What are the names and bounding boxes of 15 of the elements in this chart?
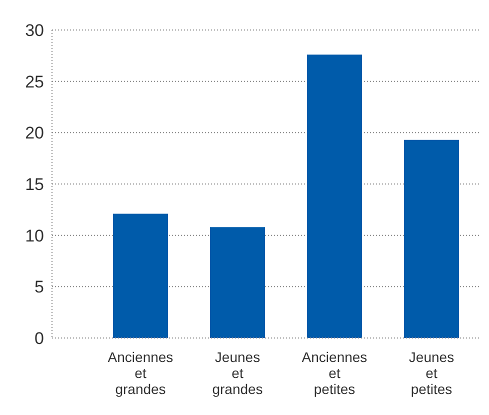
y-tick-label: 0: [34, 329, 44, 348]
x-tick-label: Anciennes et grandes: [108, 349, 174, 397]
x-tick-label: Jeunes et petites: [408, 349, 454, 397]
bar: [404, 140, 459, 338]
y-tick-label: 5: [34, 278, 44, 297]
bar: [210, 227, 265, 338]
x-tick-label: Jeunes et grandes: [212, 349, 263, 397]
y-tick-label: 30: [25, 21, 44, 40]
y-tick-label: 15: [25, 175, 44, 194]
x-tick-label: Anciennes et petites: [302, 349, 368, 397]
y-tick-label: 10: [25, 226, 44, 246]
bar: [113, 214, 168, 338]
bar: [307, 54, 362, 338]
y-tick-label: 25: [25, 72, 44, 92]
y-tick-label: 20: [25, 124, 44, 143]
